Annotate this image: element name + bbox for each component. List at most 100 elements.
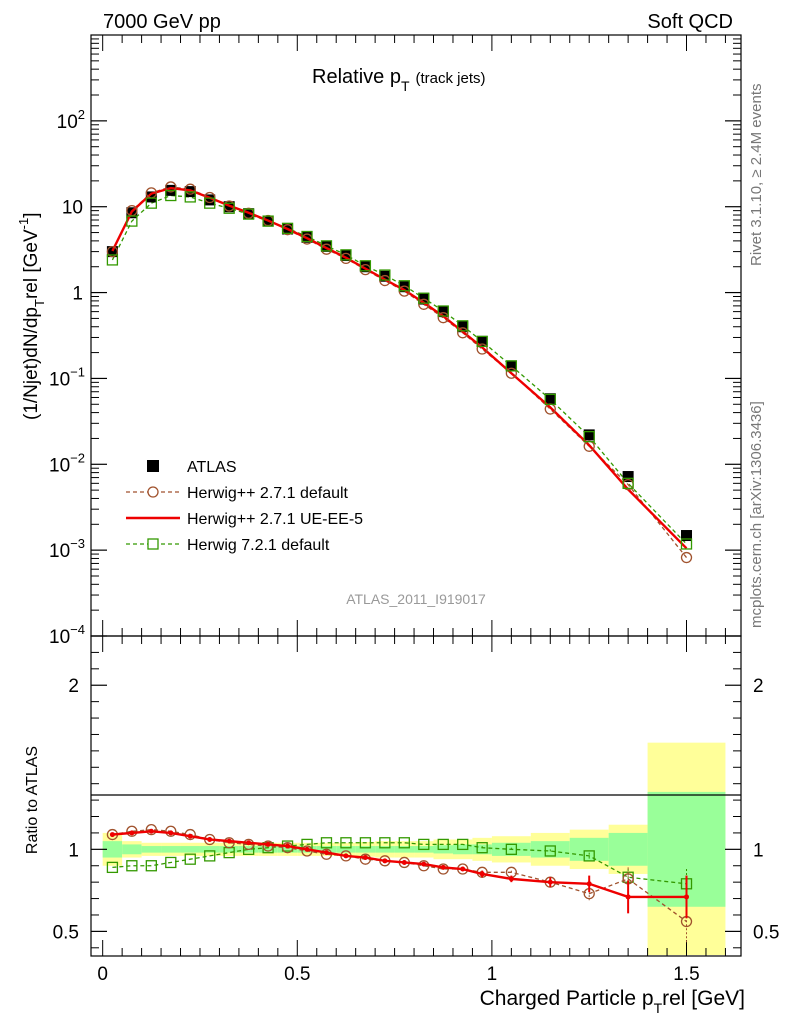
hw_ueee5-ratio-point (684, 894, 690, 900)
hw_ueee5-ratio-point (148, 828, 154, 834)
hw_ueee5-ratio-point (421, 861, 427, 867)
main-ytick-label: 10−2 (49, 450, 85, 476)
ratio-band-inner (199, 846, 220, 853)
ratio-ytick-label: 1 (68, 840, 79, 861)
hw7-point (476, 335, 488, 348)
atlas-point (583, 429, 595, 441)
hw_ueee5-ratio-point (440, 864, 446, 870)
hw7-ratio-point (505, 843, 518, 855)
legend-atlas-marker (147, 460, 159, 472)
hw_ueee5-ratio-point (323, 850, 329, 856)
hw_ueee5-ratio-point (265, 841, 271, 847)
ratio-band-inner (394, 846, 415, 853)
beam-label: 7000 GeV pp (103, 11, 221, 33)
title-note: (track jets) (416, 70, 486, 87)
hw_ueee5-ratio-point (586, 881, 592, 887)
hw7-ratio-point (398, 837, 410, 849)
atlas-point (544, 393, 556, 405)
xlabel: Charged Particle pTrel [GeV] (480, 987, 745, 1016)
atlas-point (622, 471, 634, 483)
hw_ueee5-ratio-point (508, 876, 514, 882)
hw-default-point (204, 191, 216, 204)
ratio-band-inner (219, 846, 239, 853)
hw_ueee5-ratio-point (343, 853, 349, 859)
ratio-band-inner (161, 846, 181, 853)
hw_default-ratio-point (437, 863, 449, 875)
main-ytick-label: 102 (57, 107, 85, 133)
hw7-ratio-point (544, 845, 556, 857)
ratio-xtick-label: 0.5 (284, 964, 310, 985)
ratio-ytick-label-right: 1 (753, 840, 764, 861)
hw7-point (340, 249, 352, 261)
ratio-band-inner (375, 846, 395, 853)
hw7-point (437, 305, 449, 317)
hw-default-point (184, 183, 196, 195)
hw7-ratio-point (145, 860, 157, 872)
main-title: Relative pT (track jets) (312, 66, 486, 94)
atlas-point (340, 250, 352, 262)
hw_ueee5-ratio-point (382, 858, 388, 864)
main-series (106, 181, 693, 564)
legend-hw7-marker (147, 538, 159, 550)
hw7-ratio-point (320, 837, 333, 849)
hw_ueee5-ratio-point (109, 832, 115, 838)
hw7-point (301, 230, 313, 243)
hw7-point (680, 538, 693, 550)
hw7-ratio-point (340, 837, 352, 849)
hw_ueee5-ratio-point (460, 866, 466, 872)
legend-label: Herwig++ 2.7.1 UE-EE-5 (187, 511, 363, 528)
hw7-point (505, 360, 518, 372)
hw-default-point (505, 367, 518, 379)
hw-default-point (457, 327, 469, 339)
hw7-ratio-point (184, 853, 196, 865)
hw_default-ratio-point (126, 825, 138, 837)
hw-default-point (418, 298, 430, 310)
hw7-point (544, 393, 556, 406)
hw7-point (262, 215, 274, 227)
hw-default-point (165, 181, 177, 193)
ratio-band-inner (336, 846, 356, 853)
atlas-point (359, 261, 371, 273)
hw7-point (106, 254, 119, 266)
hw_default-ratio-point (223, 837, 235, 849)
atlas-point (379, 270, 391, 282)
hw7-point (418, 292, 430, 304)
hw7-ratio-point (437, 838, 449, 851)
mcplots-label: mcplots.cern.ch [arXiv:1306.3436] (748, 401, 765, 628)
ratio-ticks: 0 0.5 1 1.5 0.5 0.5 1 1 2 2 (53, 636, 779, 985)
hw7-point (242, 208, 255, 220)
atlas-point (505, 360, 517, 372)
ratio-ytick-label-right: 2 (753, 676, 764, 697)
ratio-xtick-label: 0 (97, 964, 108, 985)
hw_ueee5-ratio-point (285, 843, 291, 849)
hw7-point (398, 280, 410, 292)
ratio-frame (90, 635, 742, 957)
ratio-band-inner (355, 846, 376, 853)
ratio-band-inner (141, 846, 162, 853)
hw7-point (320, 240, 333, 252)
hw-ueee5-line (111, 186, 688, 550)
hw7-ratio-point (379, 837, 391, 849)
hw7-ratio-point (457, 838, 469, 851)
hw7-ratio-point (418, 838, 430, 851)
hw_default-ratio-point (242, 838, 255, 851)
main-ylabel: (1/Njet)dN/dpTrel [GeV-1] (16, 213, 47, 421)
atlas-point (106, 246, 118, 258)
main-ytick-label: 1 (72, 284, 83, 305)
hw7-ratio-point (204, 850, 216, 862)
hw7-point (583, 430, 595, 443)
hw7-point (359, 260, 372, 272)
hw-default-point (680, 551, 693, 564)
atlas-point (204, 194, 216, 206)
hw_ueee5-ratio-point (304, 846, 310, 852)
hw_ueee5-ratio-point (187, 833, 193, 839)
ratio-band-inner (608, 832, 648, 866)
atlas-point (457, 321, 469, 333)
main-ytick-label: 10−3 (49, 536, 85, 562)
hw7-point (126, 215, 138, 227)
main-ytick-label: 10−1 (49, 364, 85, 390)
legend-label: Herwig 7.2.1 default (187, 537, 330, 554)
hw7-point (379, 269, 391, 281)
atlas-point (476, 335, 488, 347)
